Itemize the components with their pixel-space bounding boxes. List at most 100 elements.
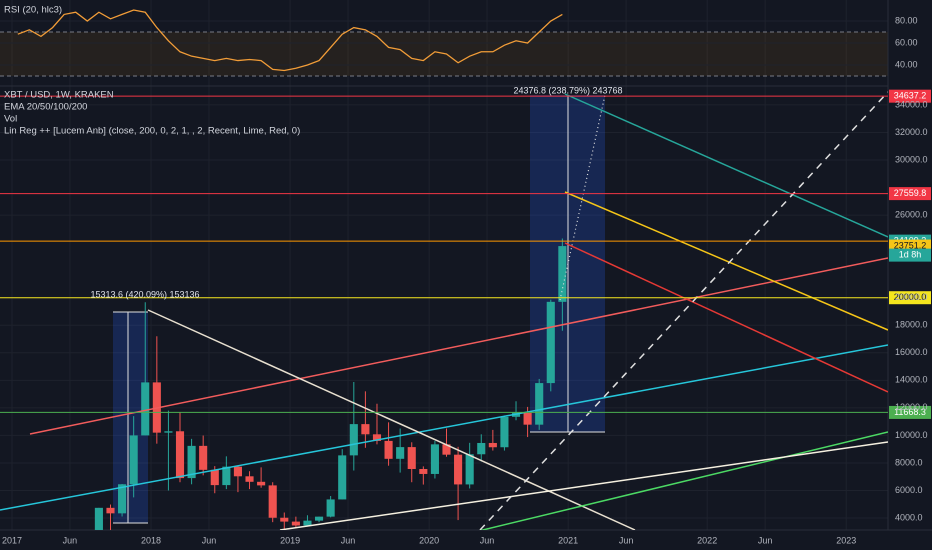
x-tick-label: 2020 [419,535,439,545]
candles [94,238,567,530]
indicator-label: Vol [4,114,17,125]
y-tick-label: 10000.0 [895,430,928,440]
candle-body [384,440,393,459]
trend-line [147,309,636,530]
y-tick-label: 18000.0 [895,320,928,330]
y-tick-label: 16000.0 [895,347,928,357]
annotation: 24376.8 (238.79%) 243768 [513,85,622,95]
candle-body [361,424,370,435]
x-tick-label: 2022 [697,535,717,545]
candle-body [118,484,127,514]
y-tick-label: 32000.0 [895,127,928,137]
candle-body [442,444,451,455]
price-tag-label: 20000.0 [894,292,927,302]
trend-line [564,93,888,238]
price-tag [889,89,931,103]
y-tick-label: 30000.0 [895,154,928,164]
countdown-tag [889,248,931,262]
candle-body [326,499,335,517]
candle-body [349,424,358,456]
trend-line [279,441,888,530]
price-tag [889,187,931,201]
candle-body [257,481,266,486]
candle-body [141,382,150,436]
candle-body [199,445,208,470]
y-tick-label: 60.00 [895,37,918,47]
candle-body [314,516,324,521]
x-tick-label: 2017 [2,535,22,545]
candle-body [558,246,567,302]
y-tick-label: 20000.0 [895,292,928,302]
candle-body [430,444,439,474]
axes: 2017 Jun 2018 Jun 2019 Jun 2020 Jun 2021 Jun 2022 J… [2,15,928,545]
x-tick-label: Jun [480,535,495,545]
y-tick-label: 26000.0 [895,209,928,219]
candle-body [407,447,416,470]
price-tag-label: 11668.3 [894,407,926,417]
y-tick-label: 34000.0 [895,99,928,109]
x-tick-label: 2018 [141,535,161,545]
projection-line [479,91,888,530]
x-tick-label: Jun [758,535,773,545]
y-tick-label: 8000.0 [895,457,923,467]
candle-body [175,431,185,479]
chart-title: XBT / USD, 1W, KRAKEN [4,90,114,101]
candle-body [500,416,509,448]
candle-body [454,454,463,485]
countdown-label: 1d 8h [899,250,922,260]
trend-line [564,242,888,393]
price-tag-label: 27559.8 [894,188,927,198]
candle-body [465,454,474,485]
y-tick-label: 12000.0 [895,402,928,412]
x-tick-label: Jun [341,535,356,545]
price-tag-label: 23751.2 [894,240,927,250]
trend-line [479,431,888,530]
candle-body [419,469,428,474]
candle-body [187,445,196,479]
x-tick-label: Jun [202,535,217,545]
y-tick-label: 4000.0 [895,512,923,522]
candle-body [245,476,254,482]
candle-body [280,517,289,522]
candle-body [210,469,219,486]
x-tick-label: 2023 [836,535,856,545]
rsi-panel [0,9,888,77]
trend-line [0,344,888,511]
y-tick-label: 80.00 [895,15,918,25]
trend-lines [0,91,888,530]
candle-body [338,455,347,500]
candle-body [477,442,486,455]
candle-body [291,521,300,526]
x-tick-label: Jun [619,535,634,545]
price-tag [889,291,931,305]
candle-body [222,466,231,486]
candle-body [164,431,173,433]
candle-body [488,442,497,448]
candle-body [233,466,242,477]
rsi-title: RSI (20, hlc3) [4,5,62,16]
price-tag [889,405,931,419]
annotation: 15313.6 (420.09%) 153136 [90,289,199,299]
candle-body [535,383,544,425]
indicator-label: EMA 20/50/100/200 [4,102,87,113]
candle-body [396,447,405,459]
regression-line [29,257,888,435]
y-tick-label: 6000.0 [895,485,923,495]
levels: 34637.227559.824109.223751.220000.011668… [0,89,931,419]
candle-body [303,520,312,526]
trend-line [564,191,888,331]
rsi-line [17,9,563,72]
candle-body [523,412,532,425]
y-tick-label: 40.00 [895,59,918,69]
candle-body [106,507,115,514]
projection-line [559,94,606,301]
y-tick-label: 14000.0 [895,375,928,385]
candle-body [546,301,555,384]
x-tick-label: 2021 [558,535,578,545]
x-tick-label: 2019 [280,535,300,545]
candle-body [129,435,138,485]
candle-body [268,485,277,518]
indicator-label: Lin Reg ++ [Lucem Anb] (close, 200, 0, 2… [4,126,300,137]
candle-body [94,507,103,530]
